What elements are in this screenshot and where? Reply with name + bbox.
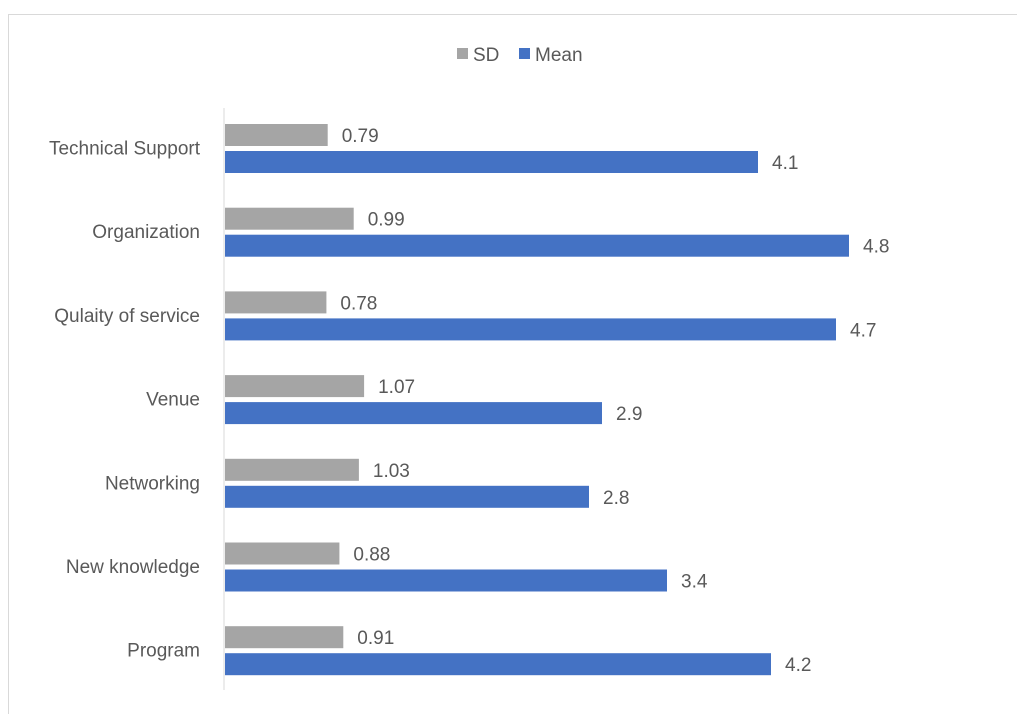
bar-mean-venue bbox=[225, 402, 602, 425]
category-label-technical-support: Technical Support bbox=[49, 139, 201, 160]
data-label-mean-technical-support: 4.1 bbox=[772, 153, 798, 174]
data-label-mean-qulaity-of-service: 4.7 bbox=[850, 320, 876, 341]
bar-mean-program bbox=[225, 653, 771, 676]
bar-sd-networking bbox=[225, 458, 359, 481]
data-labels: 0.79 4.1 0.99 4.8 0.78 4.7 1.07 2.9 1.03 2.8 0.88 3… bbox=[340, 126, 889, 676]
bars bbox=[225, 124, 849, 676]
category-label-networking: Networking bbox=[105, 473, 200, 494]
bar-mean-technical-support bbox=[225, 151, 758, 173]
legend-swatch-mean bbox=[519, 48, 530, 59]
data-label-mean-program: 4.2 bbox=[785, 655, 811, 676]
category-labels: Technical Support Organization Qulaity of … bbox=[49, 139, 201, 662]
bar-mean-qulaity-of-service bbox=[225, 318, 836, 341]
category-label-venue: Venue bbox=[146, 390, 200, 411]
bar-mean-networking bbox=[225, 485, 589, 508]
data-label-mean-venue: 2.9 bbox=[616, 404, 642, 425]
data-label-sd-networking: 1.03 bbox=[373, 461, 410, 482]
legend-label-sd: SD bbox=[473, 45, 499, 66]
data-label-mean-organization: 4.8 bbox=[863, 237, 889, 258]
data-label-sd-program: 0.91 bbox=[357, 628, 394, 649]
data-label-mean-new-knowledge: 3.4 bbox=[681, 572, 708, 593]
category-label-qulaity-of-service: Qulaity of service bbox=[54, 306, 200, 327]
data-label-sd-new-knowledge: 0.88 bbox=[353, 545, 390, 566]
data-label-sd-venue: 1.07 bbox=[378, 377, 415, 398]
category-label-program: Program bbox=[127, 641, 200, 662]
data-label-sd-organization: 0.99 bbox=[368, 210, 405, 231]
bar-sd-new-knowledge bbox=[225, 542, 340, 565]
bar-sd-organization bbox=[225, 207, 354, 230]
bar-mean-organization bbox=[225, 234, 849, 257]
data-label-sd-technical-support: 0.79 bbox=[342, 126, 379, 147]
category-label-organization: Organization bbox=[92, 222, 200, 243]
bar-sd-program bbox=[225, 626, 344, 649]
legend-swatch-sd bbox=[457, 48, 468, 59]
bar-sd-qulaity-of-service bbox=[225, 291, 327, 314]
bar-sd-venue bbox=[225, 375, 365, 398]
data-label-sd-qulaity-of-service: 0.78 bbox=[340, 293, 377, 314]
legend-label-mean: Mean bbox=[535, 45, 583, 66]
legend: SD Mean bbox=[457, 45, 583, 66]
bar-sd-technical-support bbox=[225, 124, 328, 146]
bar-mean-new-knowledge bbox=[225, 569, 667, 592]
chart-frame bbox=[8, 14, 1017, 714]
category-label-new-knowledge: New knowledge bbox=[66, 557, 200, 578]
data-label-mean-networking: 2.8 bbox=[603, 488, 629, 509]
